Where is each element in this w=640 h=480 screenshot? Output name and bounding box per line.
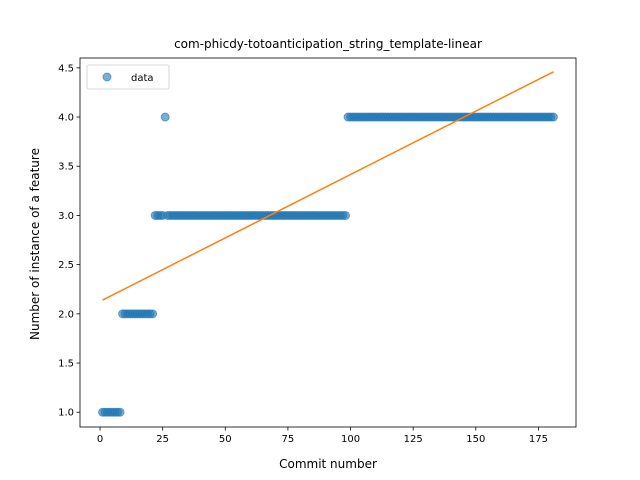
data-point — [148, 309, 158, 319]
plot-area: 0 25 50 75 100 125 150 175 1.0 1.5 2.0 2.5 3.0 3.5 4.0… — [58, 57, 577, 445]
y-tick-label: 1.0 — [58, 408, 74, 419]
chart-title: com-phicdy-totoanticipation_string_templ… — [174, 37, 482, 51]
y-tick-label: 2.0 — [58, 309, 74, 320]
data-point — [115, 407, 125, 417]
data-point — [341, 210, 351, 220]
x-tick-label: 125 — [404, 434, 423, 445]
data-point — [548, 112, 558, 122]
x-tick-label: 175 — [529, 434, 548, 445]
x-tick-label: 25 — [156, 434, 169, 445]
y-axis-title: Number of instance of a feature — [28, 148, 42, 340]
legend-box — [86, 64, 170, 90]
x-axis-title: Commit number — [279, 457, 377, 471]
x-tick-label: 0 — [97, 434, 103, 445]
legend-label: data — [131, 73, 154, 84]
x-tick-label: 150 — [466, 434, 485, 445]
fit-line — [102, 71, 554, 301]
y-tick-label: 4.0 — [58, 113, 74, 124]
y-tick-label: 2.5 — [58, 260, 74, 271]
y-tick-label: 3.0 — [58, 211, 74, 222]
x-tick-label: 75 — [282, 434, 295, 445]
axes-frame — [79, 57, 577, 428]
x-tick-label: 50 — [219, 434, 232, 445]
y-tick-label: 1.5 — [58, 359, 74, 370]
data-point — [160, 112, 170, 122]
x-tick-label: 100 — [341, 434, 360, 445]
legend-marker — [102, 72, 112, 82]
y-tick-label: 4.5 — [58, 63, 74, 74]
y-tick-label: 3.5 — [58, 162, 74, 173]
